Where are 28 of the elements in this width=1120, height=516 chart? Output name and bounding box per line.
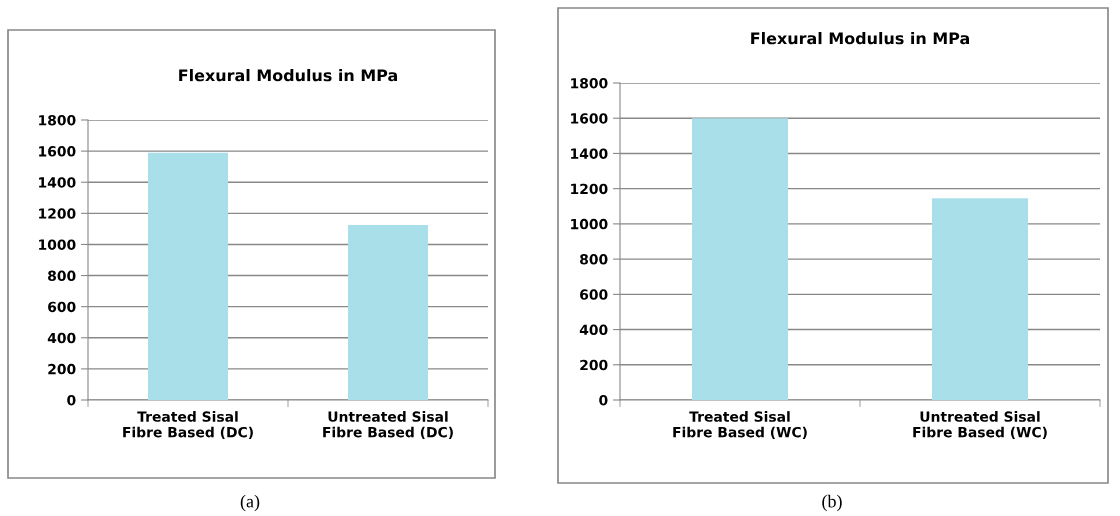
y-tick-label: 400 (579, 324, 608, 336)
x-tick-label: Treated Sisal Fibre Based (DC) (123, 411, 253, 440)
y-tick-label: 1800 (571, 77, 608, 89)
y-tick-label: 800 (48, 270, 76, 282)
y-tick-label: 1000 (39, 239, 76, 250)
y-tick-label: 1600 (39, 146, 76, 157)
x-tick-label: Untreated Sisal Fibre Based (WC) (913, 411, 1047, 440)
text: (b) (822, 494, 842, 512)
y-tick-label: 1400 (39, 177, 76, 188)
x-tick-label: Treated Sisal Fibre Based (WC) (673, 411, 807, 440)
y-tick-label: 1000 (571, 218, 608, 230)
y-tick-label: 0 (67, 394, 76, 406)
y-tick-label: 0 (599, 394, 608, 406)
x-tick-label: Untreated Sisal Fibre Based (DC) (323, 411, 453, 440)
y-tick-label: 1200 (571, 183, 608, 195)
y-tick-label: 200 (48, 363, 76, 375)
y-tick-label: 800 (580, 254, 608, 265)
chart-title: Flexural Modulus in MPa (751, 31, 970, 45)
y-tick-label: 200 (580, 359, 608, 371)
y-tick-label: 600 (580, 289, 608, 300)
y-tick-label: 600 (48, 301, 76, 313)
y-tick-label: 1200 (39, 208, 76, 219)
y-tick-label: 400 (47, 332, 76, 344)
y-tick-label: 1600 (571, 113, 608, 124)
y-tick-label: 1400 (571, 148, 608, 159)
chart-title: Flexural Modulus in MPa (179, 68, 398, 82)
text: (a) (240, 494, 260, 512)
y-tick-label: 1800 (39, 114, 76, 126)
